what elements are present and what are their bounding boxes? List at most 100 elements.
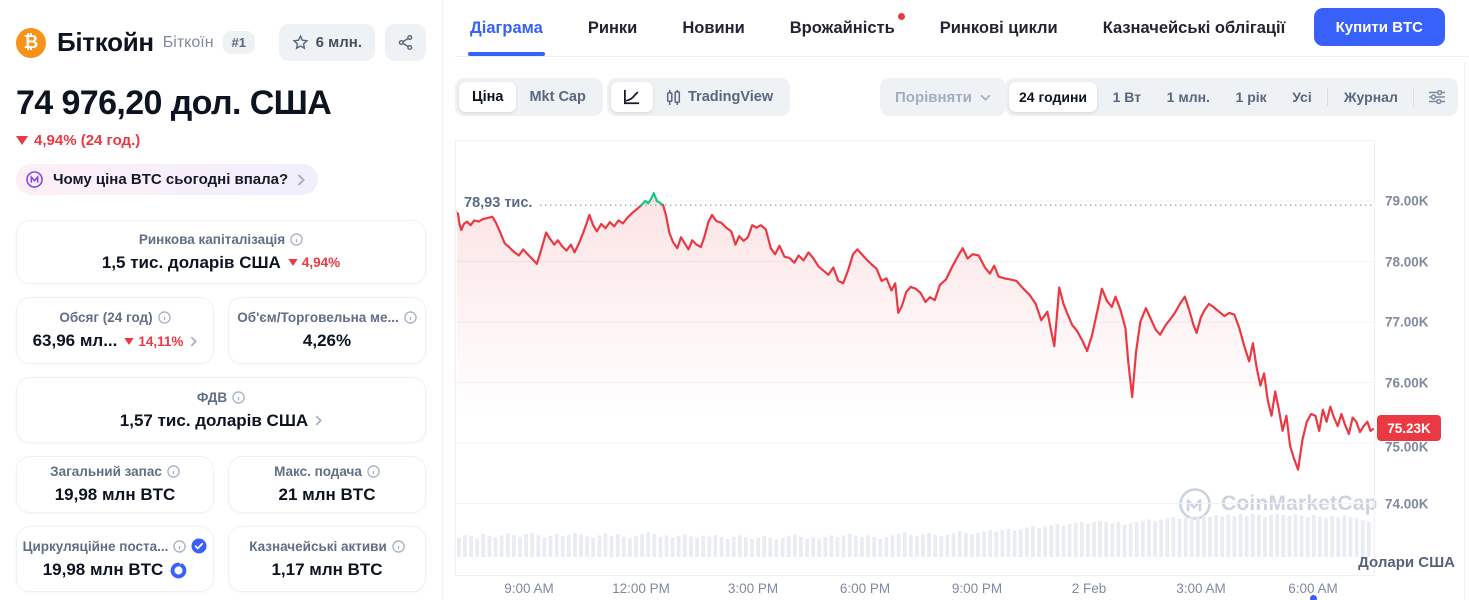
coin-rank-badge: #1 [222,31,256,54]
line-chart-option[interactable] [611,82,653,112]
why-price-fell-chip[interactable]: Чому ціна BTC сьогодні впала? [16,164,319,195]
total-supply-value: 19,98 млн BTC [54,485,176,504]
volume-marketcap-card[interactable]: Об'єм/Торговельна ме... 4,26% [228,297,426,364]
y-axis-tick: 76.00K [1385,375,1429,391]
sliders-icon [1429,89,1445,105]
total-supply-label: Загальний запас [50,464,162,479]
log-scale-toggle[interactable]: Журнал [1343,89,1398,105]
down-arrow-icon [16,136,28,145]
coin-title: Біткойн [57,27,154,57]
x-axis-tick: 9:00 PM [951,581,1003,596]
range-1y[interactable]: 1 рік [1235,89,1267,105]
x-axis-tick: 12:00 PM [612,581,670,596]
range-24h[interactable]: 24 години [1009,82,1098,112]
info-icon [173,539,187,553]
watchlist-count: 6 млн. [315,34,362,51]
chevron-right-icon [315,415,323,426]
total-supply-card[interactable]: Загальний запас 19,98 млн BTC [16,456,214,513]
range-1m[interactable]: 1 млн. [1166,89,1210,105]
x-axis-tick: 3:00 PM [727,581,779,596]
down-arrow-icon [124,337,135,345]
divider [1413,88,1415,106]
treasury-value: 1,17 млн BTC [271,559,383,579]
previous-close-label: 78,93 тис. [456,193,541,213]
tab-news[interactable]: Новини [682,18,745,37]
market-cap-label: Ринкова капіталізація [138,231,286,247]
info-icon [157,311,171,324]
fdv-card[interactable]: ФДВ 1,57 тис. доларів США [16,377,426,443]
y-axis-tick: 77.00K [1385,314,1429,330]
price-mktcap-toggle: Ціна Mkt Cap [455,78,603,116]
share-button[interactable] [385,24,426,61]
share-icon [398,34,413,51]
price-toggle-option[interactable]: Ціна [459,82,517,112]
market-cap-change: 4,94% [301,255,341,270]
coin-summary-sidebar: ₿ Біткойн Біткоїн #1 6 млн. 74 976,20 до… [0,0,443,600]
divider [1327,88,1329,106]
chart-type-toggle: TradingView [607,78,791,116]
price-chart-svg [455,140,1375,576]
circ-supply-value: 19,98 млн BTC [42,560,164,579]
supply-progress-ring-icon [170,562,187,578]
notification-dot [897,12,905,20]
watchlist-button[interactable]: 6 млн. [278,24,375,61]
x-axis-tick: 6:00 AM [1288,581,1338,596]
buy-btc-button[interactable]: Купити BTC [1313,8,1445,46]
chevron-right-icon [297,173,306,186]
why-price-fell-text: Чому ціна BTC сьогодні впала? [53,171,289,188]
tab-chart[interactable]: Діаграма [468,1,545,56]
currency-axis-label: Долари США [1358,554,1455,571]
market-cap-value: 1,5 тис. доларів США [101,252,281,272]
info-icon [167,465,180,478]
market-cap-card[interactable]: Ринкова капіталізація 1,5 тис. доларів С… [16,220,426,284]
tab-treasuries[interactable]: Казначейські облігації [1102,18,1286,37]
range-1w[interactable]: 1 Вт [1112,89,1142,105]
compare-button[interactable]: Порівняти [880,78,1006,116]
mktcap-toggle-option[interactable]: Mkt Cap [529,89,586,105]
x-axis-tick: 9:00 AM [504,581,554,596]
cmc-ai-chat-icon [26,171,43,188]
max-supply-value: 21 млн BTC [278,485,376,504]
verified-badge-icon [191,538,207,554]
coin-tabs-bar: Діаграма Ринки Новини Врожайність Ринков… [455,0,1469,57]
y-axis-tick: 75.00K [1385,439,1429,455]
y-axis-tick: 78.00K [1385,254,1429,270]
tab-market-cycles[interactable]: Ринкові цикли [939,18,1058,37]
price-change-24h: 4,94% (24 год.) [16,132,426,149]
info-icon [367,465,380,478]
star-icon [292,34,309,50]
y-axis-tick: 74.00K [1385,496,1429,512]
vol-mcap-label: Об'єм/Торговельна ме... [237,310,399,325]
stat-cards: Ринкова капіталізація 1,5 тис. доларів С… [16,220,426,600]
down-arrow-icon [288,259,298,266]
volume-24h-card[interactable]: Обсяг (24 год) 63,96 мл... 14,11% [16,297,214,364]
tab-yield[interactable]: Врожайність [790,1,905,56]
x-axis-tick: 3:00 AM [1176,581,1226,596]
circulating-supply-card[interactable]: Циркуляційне поста... 19,98 млн BTC [16,526,214,592]
info-icon [392,539,405,553]
candlestick-icon [666,89,681,105]
tradingview-option[interactable]: TradingView [653,82,786,112]
x-axis-tick: 6:00 PM [839,581,891,596]
circ-supply-label: Циркуляційне поста... [22,538,169,554]
volume-value: 63,96 мл... [32,331,118,350]
price-chart[interactable] [455,140,1375,576]
vol-mcap-value: 4,26% [302,331,352,350]
line-chart-icon [624,89,640,105]
time-range-toggle: 24 години 1 Вт 1 млн. 1 рік Усі Журнал [1005,78,1458,116]
treasury-label: Казначейські активи [249,538,387,554]
range-all[interactable]: Усі [1292,89,1312,105]
info-icon [290,232,303,246]
chevron-right-icon [191,336,198,346]
tab-markets[interactable]: Ринки [587,18,638,37]
bitcoin-logo-icon: ₿ [16,27,46,58]
chevron-down-icon [980,94,991,101]
info-icon [404,311,417,324]
coin-price: 74 976,20 дол. США [16,84,332,122]
max-supply-card[interactable]: Макс. подача 21 млн BTC [228,456,426,513]
fdv-value: 1,57 тис. доларів США [119,410,309,430]
treasury-card[interactable]: Казначейські активи 1,17 млн BTC [228,526,426,592]
fdv-label: ФДВ [196,389,228,405]
chart-settings-button[interactable] [1420,82,1454,112]
